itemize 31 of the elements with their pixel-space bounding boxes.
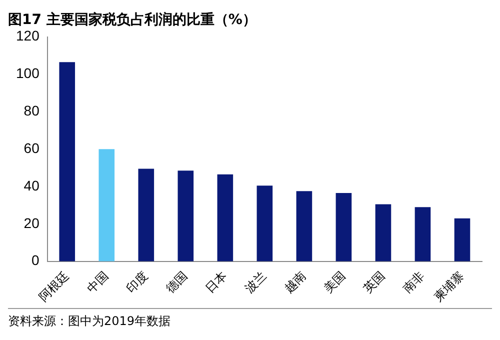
y-tick-label: 0: [32, 252, 40, 268]
x-tick-label: 柬埔寨: [431, 268, 467, 304]
x-tick-label: 英国: [360, 268, 388, 296]
y-tick-label: 20: [24, 214, 40, 231]
x-tick-label: 中国: [84, 268, 111, 296]
bar: [454, 218, 470, 262]
bar: [217, 174, 234, 262]
y-tick-label: 80: [24, 102, 40, 119]
bar: [59, 62, 76, 262]
bar: [138, 168, 154, 262]
x-tick-label: 德国: [163, 268, 190, 296]
x-tick-label: 美国: [321, 268, 348, 296]
x-tick-label: 日本: [202, 268, 230, 296]
text: 资料来源：图中为2019年数据: [8, 313, 172, 330]
bar: [414, 207, 431, 262]
x-tick-label: 印度: [124, 268, 150, 296]
y-tick-label: 100: [16, 65, 40, 82]
bar: [296, 191, 312, 262]
x-tick-label: 南非: [400, 268, 428, 296]
y-tick-label: 120: [16, 28, 40, 44]
x-tick-label: 波兰: [242, 268, 270, 296]
bar: [178, 170, 194, 262]
bar: [336, 193, 352, 262]
bar: [98, 149, 115, 262]
x-tick-label: 阿根廷: [36, 268, 72, 304]
chart-title: 图17 主要国家税负占利润的比重（%）: [8, 11, 256, 28]
x-tick-label: 越南: [282, 268, 309, 296]
y-tick-label: 60: [24, 140, 40, 156]
bar: [256, 186, 273, 262]
y-tick-label: 40: [24, 177, 40, 194]
bar: [375, 204, 392, 262]
